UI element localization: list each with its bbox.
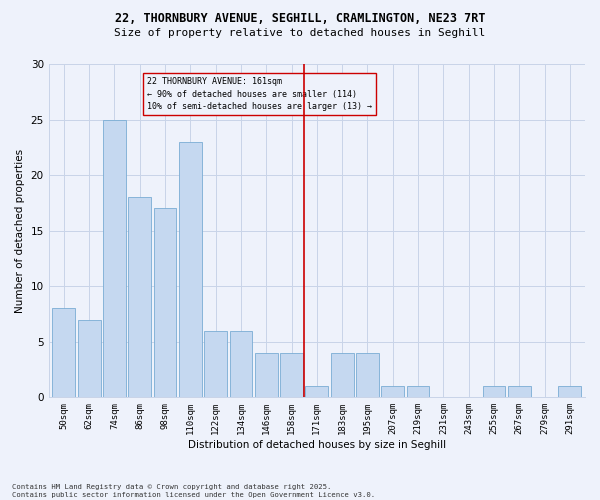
Bar xyxy=(179,142,202,398)
Text: 22, THORNBURY AVENUE, SEGHILL, CRAMLINGTON, NE23 7RT: 22, THORNBURY AVENUE, SEGHILL, CRAMLINGT… xyxy=(115,12,485,26)
Bar xyxy=(382,386,404,398)
Bar xyxy=(103,120,126,398)
Text: 22 THORNBURY AVENUE: 161sqm
← 90% of detached houses are smaller (114)
10% of se: 22 THORNBURY AVENUE: 161sqm ← 90% of det… xyxy=(148,78,373,112)
Bar xyxy=(52,308,75,398)
Bar xyxy=(331,353,353,398)
Bar xyxy=(305,386,328,398)
Bar xyxy=(154,208,176,398)
Bar xyxy=(508,386,530,398)
Bar xyxy=(255,353,278,398)
Bar xyxy=(230,330,253,398)
Bar xyxy=(407,386,430,398)
Bar xyxy=(128,198,151,398)
Bar xyxy=(204,330,227,398)
X-axis label: Distribution of detached houses by size in Seghill: Distribution of detached houses by size … xyxy=(188,440,446,450)
Bar xyxy=(559,386,581,398)
Bar xyxy=(78,320,101,398)
Bar xyxy=(356,353,379,398)
Bar xyxy=(280,353,303,398)
Text: Size of property relative to detached houses in Seghill: Size of property relative to detached ho… xyxy=(115,28,485,38)
Bar xyxy=(482,386,505,398)
Text: Contains HM Land Registry data © Crown copyright and database right 2025.
Contai: Contains HM Land Registry data © Crown c… xyxy=(12,484,375,498)
Y-axis label: Number of detached properties: Number of detached properties xyxy=(15,148,25,312)
